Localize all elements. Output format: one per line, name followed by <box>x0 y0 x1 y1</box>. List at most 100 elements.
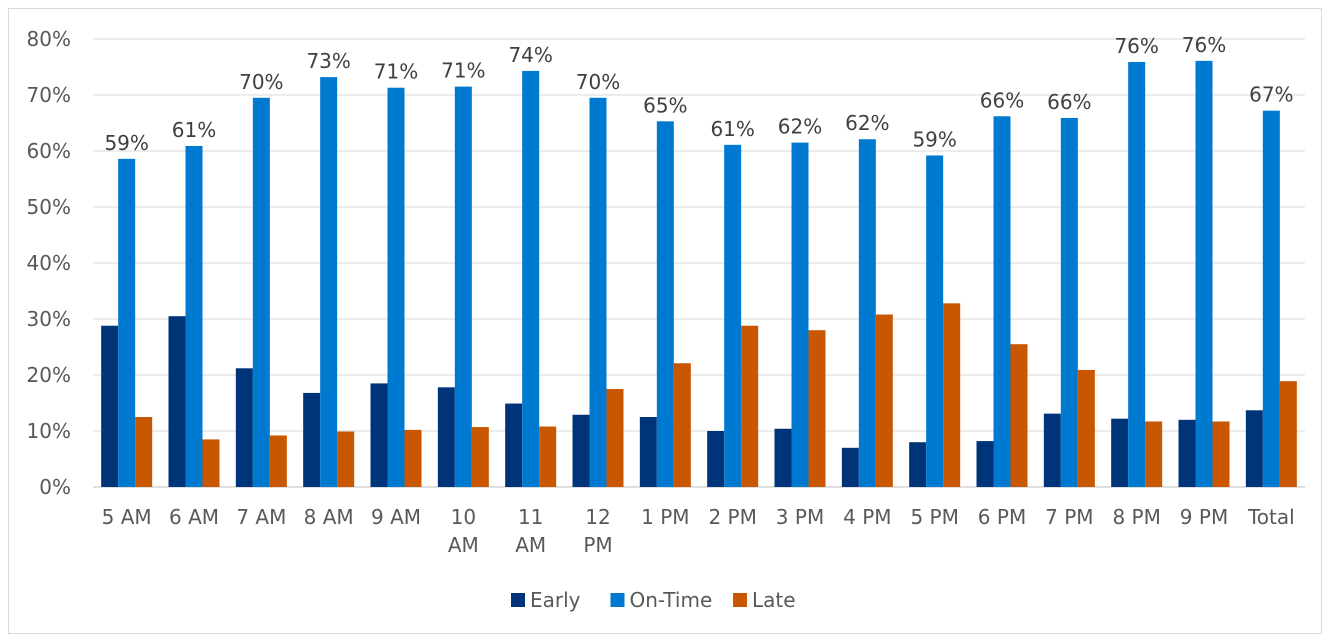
bar-on-time <box>656 121 674 487</box>
x-tick-label: Total <box>1247 505 1295 529</box>
chart-area: 0% 10% 20% 30% 40% 50% 60% 70% 80% 59% 61% 70% 73% 71… <box>8 8 1322 634</box>
data-label: 62% <box>778 115 822 139</box>
bar-on-time <box>185 145 203 487</box>
data-label: 71% <box>441 59 485 83</box>
bar-on-time <box>118 158 136 487</box>
y-tick-label: 70% <box>27 83 71 107</box>
x-tick-label: 4 PM <box>843 505 891 529</box>
bar-early <box>1111 418 1129 487</box>
bar-late <box>1010 344 1028 487</box>
bar-on-time <box>1128 61 1146 488</box>
data-label: 62% <box>845 111 889 135</box>
bar-on-time <box>926 155 944 488</box>
bar-on-time <box>1060 117 1078 488</box>
legend-swatch-late <box>733 593 747 607</box>
legend-swatch-on-time <box>610 593 625 607</box>
x-tick-label: 10 AM <box>448 505 479 557</box>
bar-early <box>101 325 119 487</box>
bar-early <box>370 383 388 487</box>
x-tick-label: 9 AM <box>371 505 421 529</box>
data-label: 76% <box>1182 33 1226 57</box>
data-label: 66% <box>1047 90 1091 114</box>
bar-on-time <box>522 70 540 488</box>
bar-late <box>471 427 489 487</box>
data-label: 70% <box>576 70 620 94</box>
bar-late <box>135 417 153 487</box>
bar-on-time <box>791 142 809 487</box>
data-label: 73% <box>306 49 350 73</box>
bar-early <box>1245 410 1263 487</box>
x-tick-label: 7 PM <box>1045 505 1093 529</box>
bar-on-time <box>387 87 405 487</box>
x-tick-label: 5 PM <box>910 505 958 529</box>
bar-late <box>337 431 355 487</box>
bar-late <box>269 435 287 487</box>
x-tick-label: 8 AM <box>304 505 354 529</box>
bar-on-time <box>858 139 876 488</box>
bar-late <box>404 429 422 487</box>
data-label: 61% <box>172 118 216 142</box>
x-tick-label: 7 AM <box>236 505 286 529</box>
legend-label: Early <box>530 588 581 612</box>
y-tick-label: 60% <box>27 139 71 163</box>
bar-early <box>1178 419 1196 487</box>
data-label: 76% <box>1114 34 1158 58</box>
bar-late <box>943 303 961 487</box>
x-tick-label: 1 PM <box>641 505 689 529</box>
bar-early <box>639 417 657 487</box>
x-tick-label: 5 AM <box>102 505 152 529</box>
bar-early <box>572 414 590 487</box>
bar-early <box>774 428 792 487</box>
x-tick-label: 8 PM <box>1112 505 1160 529</box>
bar-early <box>909 442 927 487</box>
data-label: 67% <box>1249 83 1293 107</box>
bar-on-time <box>454 86 472 487</box>
data-label: 65% <box>643 93 687 117</box>
data-label: 61% <box>710 117 754 141</box>
data-label: 71% <box>374 60 418 84</box>
bar-late <box>1212 421 1230 487</box>
bar-late <box>808 330 826 487</box>
bar-late <box>673 363 691 487</box>
bar-late <box>539 426 557 487</box>
bar-early <box>1043 413 1061 487</box>
bar-on-time <box>252 97 270 488</box>
bar-early <box>976 441 994 487</box>
data-label: 74% <box>508 43 552 67</box>
bar-late <box>741 325 759 487</box>
x-tick-label: 6 AM <box>169 505 219 529</box>
bar-on-time <box>589 97 607 488</box>
data-label: 59% <box>912 127 956 151</box>
bar-early <box>437 387 455 487</box>
bar-early <box>707 431 725 487</box>
data-label: 66% <box>980 88 1024 112</box>
legend-label: On-Time <box>630 588 713 612</box>
legend-swatch-early <box>511 593 525 607</box>
y-tick-label: 20% <box>27 363 71 387</box>
bar-on-time <box>1262 110 1280 488</box>
bar-on-time <box>1195 60 1213 488</box>
y-tick-label: 40% <box>27 251 71 275</box>
x-tick-label: 2 PM <box>708 505 756 529</box>
bar-late <box>1279 381 1297 487</box>
y-tick-label: 80% <box>27 27 71 51</box>
x-tick-label: 6 PM <box>978 505 1026 529</box>
y-tick-label: 10% <box>27 419 71 443</box>
bar-late <box>1145 421 1163 487</box>
bar-early <box>168 316 186 487</box>
x-tick-label: 12 PM <box>583 505 612 557</box>
bar-early <box>235 368 253 487</box>
bar-early <box>303 392 321 487</box>
legend-label: Late <box>752 588 796 612</box>
y-tick-label: 0% <box>39 475 71 499</box>
x-tick-label: 3 PM <box>776 505 824 529</box>
y-tick-label: 50% <box>27 195 71 219</box>
bar-early <box>505 403 523 487</box>
bar-on-time <box>320 77 338 487</box>
data-label: 70% <box>239 70 283 94</box>
x-tick-label: 9 PM <box>1180 505 1228 529</box>
data-label: 59% <box>104 131 148 155</box>
bar-early <box>841 447 859 487</box>
bar-late <box>202 439 220 487</box>
bar-on-time <box>993 116 1011 487</box>
